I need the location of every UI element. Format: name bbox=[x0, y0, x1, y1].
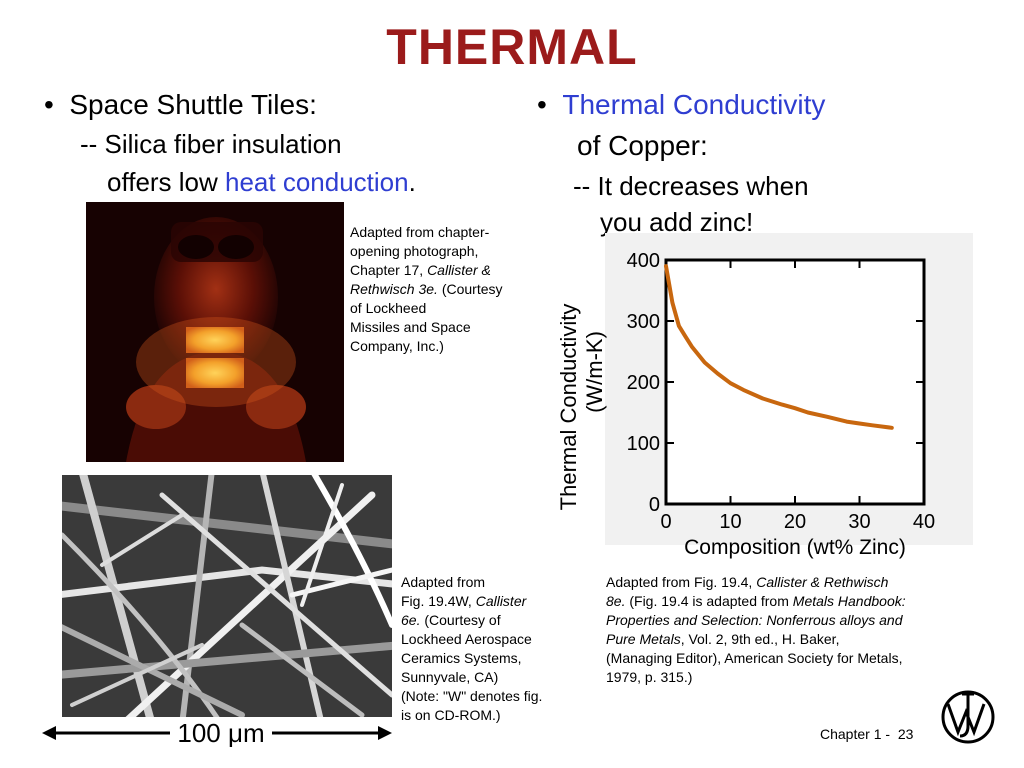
caption-text: , Vol. 2, 9th ed., H. Baker, bbox=[680, 631, 840, 647]
y-axis-label: Thermal Conductivity bbox=[556, 304, 581, 511]
left-sub-prefix: offers low bbox=[107, 167, 226, 197]
x-tick-label: 40 bbox=[913, 511, 935, 533]
micrograph-caption-line: Fig. 19.4W, Callister bbox=[401, 592, 542, 611]
footer-chapter: Chapter 1 - bbox=[820, 726, 891, 742]
right-line3: -- It decreases when bbox=[573, 171, 809, 201]
chart-caption-line: Adapted from Fig. 19.4, Callister & Reth… bbox=[606, 573, 906, 592]
micrograph-caption-line: Lockheed Aerospace bbox=[401, 631, 532, 647]
caption-text: Fig. 19.4W, bbox=[401, 593, 476, 609]
y-axis-unit-label: (W/m-K) bbox=[582, 331, 607, 413]
x-tick-label: 30 bbox=[848, 511, 870, 533]
chart-caption-line: (Managing Editor), American Society for … bbox=[606, 650, 903, 666]
caption-italic: Rethwisch 3e. bbox=[350, 281, 438, 297]
conductivity-curve bbox=[664, 264, 894, 430]
caption-text: Adapted from Fig. 19.4, bbox=[606, 574, 757, 590]
photo-caption-line: opening photograph, bbox=[350, 243, 479, 259]
thermal-conductivity-chart: 0 100 200 300 400 0 10 20 30 40 Composition (wt% Z… bbox=[556, 250, 935, 559]
footer-page-number: 23 bbox=[897, 726, 914, 742]
left-sub-suffix: . bbox=[408, 167, 416, 197]
caption-italic: Pure Metals bbox=[606, 631, 681, 647]
caption-text: (Courtesy of bbox=[420, 612, 501, 628]
right-line2: of Copper: bbox=[577, 130, 708, 161]
x-tick-label: 0 bbox=[660, 511, 671, 533]
x-tick-label: 20 bbox=[784, 511, 806, 533]
slide-title: THERMAL bbox=[386, 19, 638, 75]
caption-italic: Metals Handbook: bbox=[792, 593, 906, 609]
left-sub-line2: offers low heat conduction. bbox=[107, 166, 416, 198]
scale-bar-left-arrowhead bbox=[42, 726, 56, 740]
photo-caption-line: Adapted from chapter- bbox=[350, 224, 490, 240]
chart-caption-line: Properties and Selection: Nonferrous all… bbox=[606, 611, 906, 630]
caption-italic: Properties and Selection: Nonferrous all… bbox=[606, 612, 903, 628]
left-bullet: • Space Shuttle Tiles: bbox=[44, 89, 317, 120]
caption-text: (Fig. 19.4 is adapted from bbox=[625, 593, 793, 609]
caption-italic: Callister & Rethwisch bbox=[756, 574, 889, 590]
photo-caption-line: of Lockheed bbox=[350, 300, 427, 316]
photo-caption-line: Rethwisch 3e. (Courtesy bbox=[350, 280, 503, 299]
caption-italic: 8e. bbox=[606, 593, 626, 609]
caption-text: (Courtesy bbox=[437, 281, 503, 297]
micrograph-caption-line: Sunnyvale, CA) bbox=[401, 669, 499, 685]
chart-caption: Adapted from Fig. 19.4, Callister & Reth… bbox=[606, 573, 906, 687]
photo-caption-line: Missiles and Space bbox=[350, 319, 471, 335]
photo-caption-line: Company, Inc.) bbox=[350, 338, 444, 354]
right-line4: you add zinc! bbox=[600, 207, 754, 237]
caption-text: Chapter 17, bbox=[350, 262, 428, 278]
micrograph-caption-line: is on CD-ROM.) bbox=[401, 707, 501, 723]
micrograph-caption-line: Adapted from bbox=[401, 574, 486, 590]
left-bullet-text: Space Shuttle Tiles: bbox=[69, 89, 317, 120]
caption-italic: Callister & bbox=[427, 262, 491, 278]
heat-conduction-highlight: heat conduction bbox=[225, 167, 409, 197]
scale-bar-right-arrowhead bbox=[378, 726, 392, 740]
x-axis-label: Composition (wt% Zinc) bbox=[684, 536, 906, 559]
y-tick-label: 200 bbox=[627, 372, 660, 394]
scale-bar: 100 μm bbox=[42, 718, 392, 748]
silica-fiber-micrograph bbox=[62, 475, 392, 717]
photo-caption: Adapted from chapter- opening photograph… bbox=[350, 223, 503, 356]
photo-caption-line: Chapter 17, Callister & bbox=[350, 261, 503, 280]
footer: Chapter 1 - 23 bbox=[820, 726, 913, 742]
micrograph-caption-line: 6e. (Courtesy of bbox=[401, 611, 542, 630]
y-tick-label: 100 bbox=[627, 433, 660, 455]
thermal-conductivity-highlight: Thermal Conductivity bbox=[562, 89, 826, 120]
caption-italic: 6e. bbox=[401, 612, 421, 628]
chart-caption-line: 1979, p. 315.) bbox=[606, 669, 693, 685]
right-bullet: • Thermal Conductivity bbox=[537, 89, 826, 120]
plot-frame bbox=[664, 258, 926, 506]
wiley-logo-icon bbox=[941, 690, 995, 744]
chart-caption-line: 8e. (Fig. 19.4 is adapted from Metals Ha… bbox=[606, 592, 906, 611]
caption-italic: Callister bbox=[475, 593, 527, 609]
shuttle-tile-photo bbox=[86, 202, 344, 462]
left-sub-line1: -- Silica fiber insulation bbox=[80, 129, 342, 159]
y-tick-label: 0 bbox=[649, 494, 660, 516]
x-tick-label: 10 bbox=[719, 511, 741, 533]
scale-bar-label: 100 μm bbox=[177, 718, 264, 748]
micrograph-caption-line: (Note: "W" denotes fig. bbox=[401, 688, 543, 704]
y-tick-label: 300 bbox=[627, 311, 660, 333]
micrograph-caption-line: Ceramics Systems, bbox=[401, 650, 522, 666]
micrograph-caption: Adapted from Fig. 19.4W, Callister 6e. (… bbox=[401, 573, 542, 725]
chart-caption-line: Pure Metals, Vol. 2, 9th ed., H. Baker, bbox=[606, 630, 906, 649]
y-tick-label: 400 bbox=[627, 250, 660, 272]
